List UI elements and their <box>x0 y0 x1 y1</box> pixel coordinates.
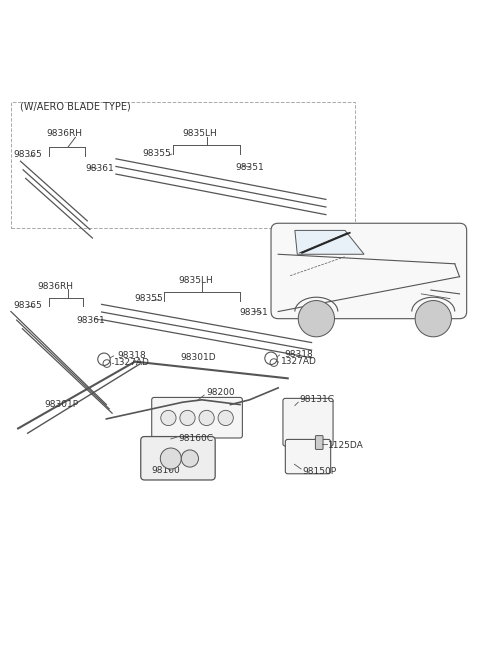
Text: 98301D: 98301D <box>180 354 216 362</box>
Text: 1327AD: 1327AD <box>281 357 317 366</box>
Text: (W/AERO BLADE TYPE): (W/AERO BLADE TYPE) <box>21 101 131 111</box>
FancyBboxPatch shape <box>285 440 331 474</box>
Text: 98355: 98355 <box>142 149 171 158</box>
FancyBboxPatch shape <box>283 398 333 446</box>
Text: 98361: 98361 <box>85 164 114 173</box>
Text: 9836RH: 9836RH <box>37 282 73 291</box>
Circle shape <box>181 450 199 467</box>
Text: 98351: 98351 <box>239 308 268 318</box>
Text: 9835LH: 9835LH <box>178 276 213 285</box>
Circle shape <box>199 410 214 426</box>
Text: 98365: 98365 <box>13 301 42 310</box>
Text: 98131C: 98131C <box>300 396 335 404</box>
Text: 9835LH: 9835LH <box>183 129 217 138</box>
Text: 98100: 98100 <box>152 466 180 475</box>
Text: 98351: 98351 <box>235 163 264 172</box>
Circle shape <box>180 410 195 426</box>
Text: 9836RH: 9836RH <box>47 129 83 139</box>
Text: 98301P: 98301P <box>44 400 78 409</box>
Text: 98318: 98318 <box>284 350 312 359</box>
Text: 98150P: 98150P <box>302 467 336 476</box>
FancyBboxPatch shape <box>315 436 323 450</box>
Circle shape <box>160 448 181 469</box>
FancyBboxPatch shape <box>141 436 215 480</box>
Text: 98355: 98355 <box>134 294 163 303</box>
Text: 98361: 98361 <box>77 316 106 324</box>
Circle shape <box>415 300 451 337</box>
Text: 98200: 98200 <box>206 388 235 397</box>
FancyBboxPatch shape <box>152 398 242 438</box>
Circle shape <box>298 300 335 337</box>
FancyBboxPatch shape <box>271 223 467 319</box>
Polygon shape <box>295 230 364 254</box>
Text: 98160C: 98160C <box>178 434 213 444</box>
Text: 1327AD: 1327AD <box>114 358 150 367</box>
Circle shape <box>161 410 176 426</box>
Circle shape <box>218 410 233 426</box>
Text: 98365: 98365 <box>13 150 42 159</box>
Text: 98318: 98318 <box>117 351 145 360</box>
Text: 1125DA: 1125DA <box>328 441 364 450</box>
